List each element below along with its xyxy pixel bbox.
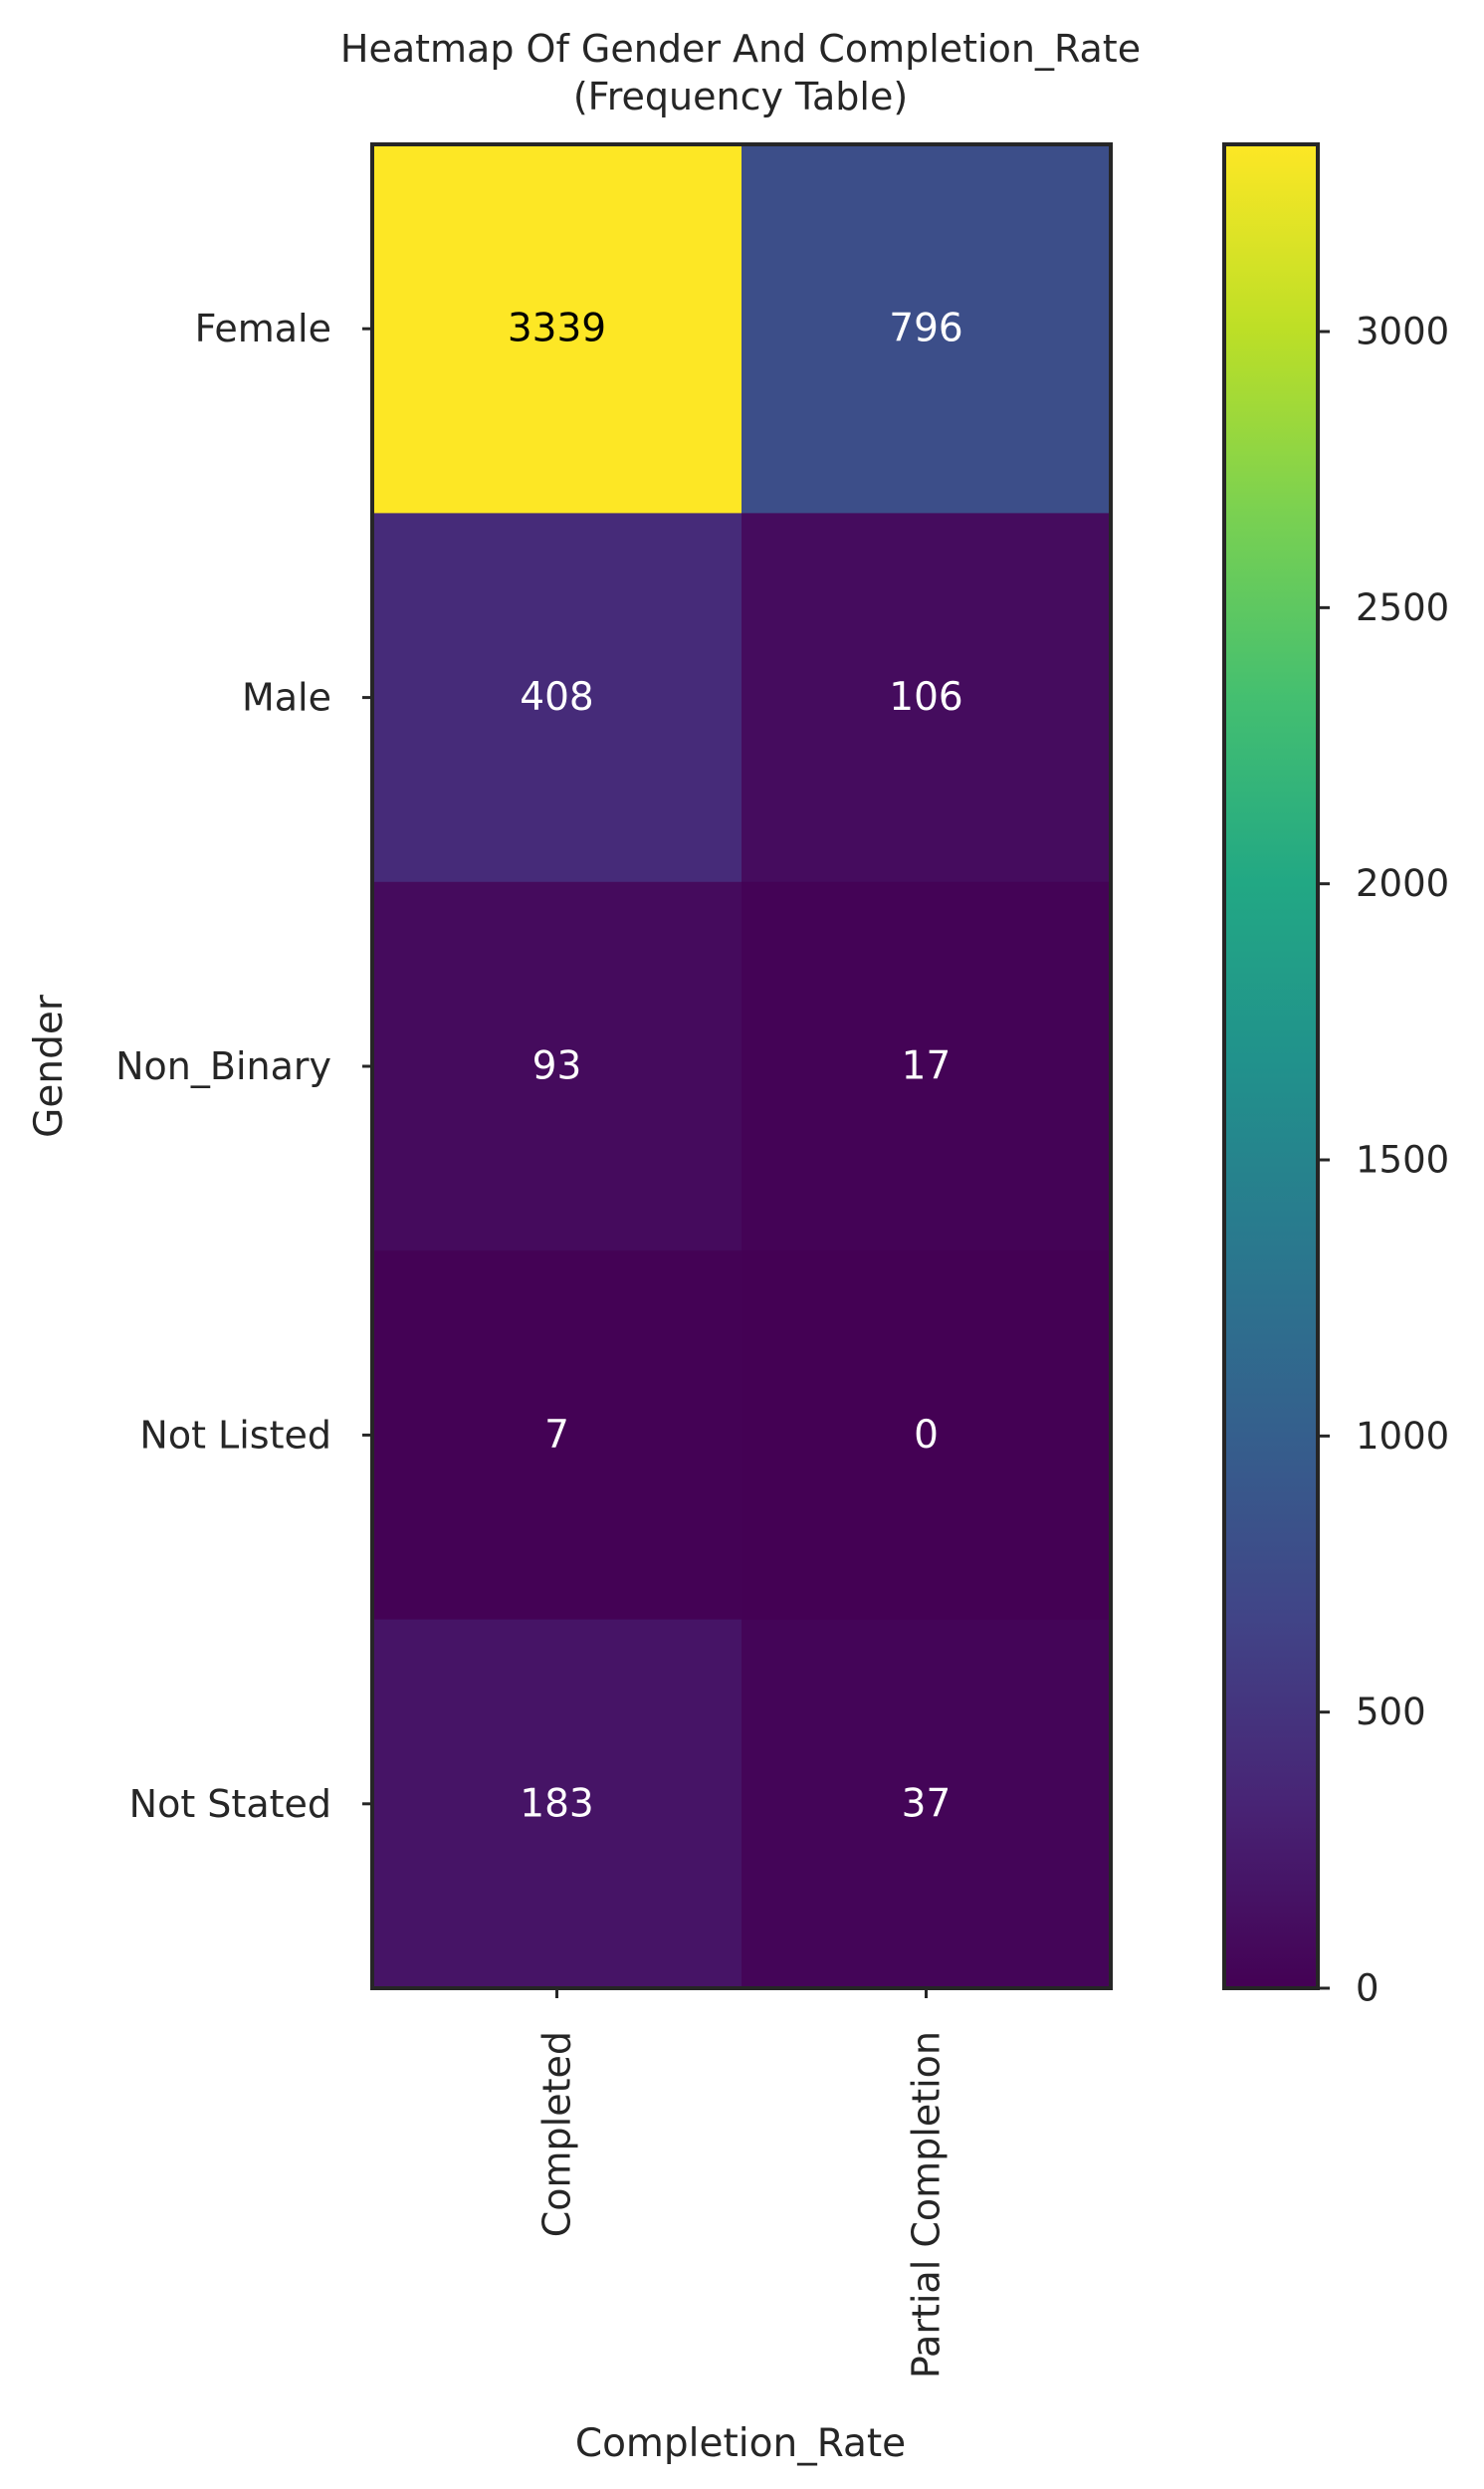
colorbar-tick-label: 500 [1356,1691,1426,1733]
x-axis-label: Completion_Rate [575,2421,906,2466]
heatmap-cell [742,144,1112,514]
y-tick-label: Not Stated [129,1782,331,1826]
y-tick-labels: Female Male Non_Binary Not Listed Not Stated [115,307,372,1826]
cell-value-label: 183 [520,1781,593,1826]
cell-value-label: 796 [889,307,962,351]
chart-subtitle: (Frequency Table) [573,75,908,118]
heatmap-cell [372,144,742,514]
x-tick-label: Completed [535,2031,579,2237]
colorbar-ticks: 0 500 1000 1500 2000 2500 3000 [1318,311,1449,2010]
colorbar [1222,142,1320,1990]
y-tick-label: Female [195,307,331,350]
cell-value-label: 3339 [508,307,606,351]
chart-title: Heatmap Of Gender And Completion_Rate [340,27,1141,71]
cell-value-label: 0 [914,1413,939,1458]
cell-value-label: 7 [544,1413,569,1458]
cell-value-label: 17 [902,1044,952,1089]
colorbar-tick-label: 2000 [1356,862,1449,905]
heatmap-cell [372,1250,742,1621]
heatmap-cell [372,513,742,883]
colorbar-tick-label: 0 [1356,1967,1379,2010]
x-tick-labels: Completed Partial Completion [535,1988,949,2378]
y-tick-label: Not Listed [139,1413,331,1457]
cell-value-label: 93 [532,1044,582,1089]
colorbar-tick-label: 1500 [1356,1139,1449,1182]
heatmap-cell [742,1619,1112,1989]
heatmap-cell [742,881,1112,1251]
heatmap-cells: 3339 796 408 106 93 17 7 0 183 37 [372,144,1112,1989]
heatmap-cell [372,1619,742,1989]
y-tick-label: Male [242,676,331,720]
cell-value-label: 408 [520,675,593,720]
colorbar-tick-label: 1000 [1356,1415,1449,1458]
heatmap-cell [742,513,1112,883]
heatmap-cell [742,1250,1112,1621]
colorbar-tick-label: 2500 [1356,586,1449,629]
colorbar-tick-label: 3000 [1356,311,1449,353]
cell-value-label: 106 [889,675,962,720]
y-axis-label: Gender [27,994,72,1138]
y-tick-label: Non_Binary [115,1044,331,1088]
x-tick-label: Partial Completion [905,2031,949,2378]
heatmap-cell [372,881,742,1251]
cell-value-label: 37 [902,1781,952,1826]
